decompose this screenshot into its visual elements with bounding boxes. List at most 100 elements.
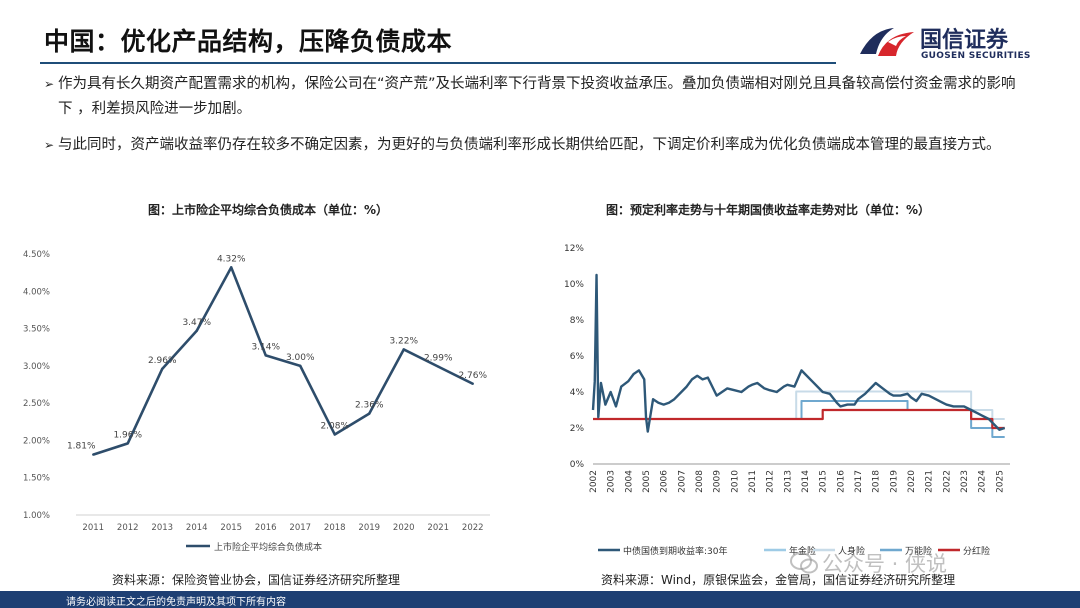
x-tick-label: 2025: [995, 470, 1005, 493]
liability-cost-chart: 1.00% 1.50% 2.00% 2.50% 3.00% 3.50% 4.00% 4.50%…: [23, 250, 490, 553]
y-tick-label: 3.00%: [23, 362, 50, 372]
x-tick-label: 2018: [324, 523, 346, 533]
x-tick-label: 2022: [462, 523, 484, 533]
data-point: [299, 364, 302, 368]
legend-label: 人身险: [838, 545, 865, 557]
x-tick-label: 2020: [393, 523, 415, 533]
title-divider: [40, 62, 836, 64]
y-tick-label: 1.50%: [23, 474, 50, 484]
logo-english-name: GUOSEN SECURITIES: [921, 51, 1031, 61]
data-point: [471, 382, 474, 385]
data-point: [126, 442, 129, 445]
data-label: 2.96%: [148, 356, 177, 366]
data-point: [333, 433, 336, 436]
legend-label: 万能险: [905, 545, 932, 557]
data-point: [161, 367, 164, 371]
data-label: 2.99%: [424, 354, 453, 364]
data-point: [230, 266, 233, 269]
y-tick-label: 10%: [564, 280, 584, 290]
data-point: [402, 348, 405, 351]
x-tick-label: 2010: [730, 470, 740, 493]
data-label: 1.96%: [113, 430, 142, 440]
x-tick-label: 2015: [819, 470, 829, 493]
x-tick-label: 2019: [358, 523, 380, 533]
series-line: [593, 390, 1005, 420]
y-tick-label: 0%: [570, 460, 585, 470]
x-tick-label: 2009: [713, 470, 723, 493]
bullet-item: ➢ 作为具有长久期资产配置需求的机构，保险公司在“资产荒”及长端利率下行背景下投…: [44, 72, 1018, 122]
x-tick-label: 2002: [589, 470, 599, 493]
x-tick-label: 2012: [766, 470, 776, 493]
x-tick-label: 2016: [255, 523, 277, 533]
data-point: [437, 365, 440, 368]
rate-comparison-chart: 0% 2% 4% 6% 8% 10% 12% 2002 2003 2004 2005 2006 2007…: [564, 244, 1010, 557]
x-tick-label: 2021: [427, 523, 449, 533]
x-tick-label: 2021: [925, 470, 935, 493]
data-label: 2.76%: [458, 371, 487, 381]
bullet-text: 作为具有长久期资产配置需求的机构，保险公司在“资产荒”及长端利率下行背景下投资收…: [58, 76, 1016, 117]
x-tick-label: 2014: [186, 523, 208, 533]
y-tick-label: 1.00%: [23, 511, 50, 521]
wechat-icon: [790, 552, 818, 574]
x-tick-label: 2013: [783, 470, 793, 493]
series-line: [92, 266, 474, 456]
data-label: 4.32%: [217, 254, 246, 264]
left-chart-source: 资料来源：保险资管业协会，国信证券经济研究所整理: [112, 573, 401, 587]
x-tick-label: 2017: [289, 523, 311, 533]
x-tick-label: 2024: [978, 470, 988, 493]
page-title: 中国：优化产品结构，压降负债成本: [44, 27, 453, 56]
footer-disclaimer: 请务必阅读正文之后的免责声明及其项下所有内容: [66, 597, 286, 608]
data-label: 3.14%: [251, 342, 280, 352]
x-tick-label: 2023: [960, 470, 970, 493]
bullet-item: ➢ 与此同时，资产端收益率仍存在较多不确定因素，为更好的与负债端利率形成长期供给…: [44, 133, 1018, 158]
y-tick-label: 2.00%: [23, 436, 50, 446]
x-tick-label: 2006: [660, 470, 670, 493]
x-tick-label: 2007: [677, 470, 687, 493]
x-tick-label: 2014: [801, 470, 811, 493]
y-tick-label: 4.50%: [23, 250, 50, 260]
series-line: [593, 408, 1005, 430]
x-tick-label: 2012: [117, 523, 139, 533]
data-label: 2.36%: [355, 401, 384, 411]
x-tick-label: 2018: [872, 470, 882, 493]
logo-chinese-name: 国信证券: [920, 28, 1009, 53]
y-tick-label: 12%: [564, 244, 584, 254]
company-logo: 国信证券 GUOSEN SECURITIES: [858, 20, 1058, 66]
legend-label: 上市险企平均综合负债成本: [214, 541, 322, 553]
left-chart-title: 图：上市险企平均综合负债成本（单位：%）: [148, 203, 389, 217]
y-tick-label: 3.50%: [23, 325, 50, 335]
x-tick-label: 2022: [942, 470, 952, 493]
y-tick-label: 2%: [570, 424, 585, 434]
data-point: [368, 412, 371, 415]
bullet-text: 与此同时，资产端收益率仍存在较多不确定因素，为更好的与负债端利率形成长期供给匹配…: [58, 137, 1001, 153]
data-point: [264, 354, 267, 357]
data-label: 3.00%: [286, 353, 315, 363]
x-tick-label: 2020: [907, 470, 917, 493]
x-tick-label: 2013: [151, 523, 173, 533]
data-label: 2.08%: [320, 421, 349, 431]
data-point: [195, 329, 198, 333]
x-tick-label: 2004: [624, 470, 634, 493]
x-tick-label: 2015: [220, 523, 242, 533]
y-tick-label: 6%: [570, 352, 585, 362]
right-chart-title: 图：预定利率走势与十年期国债收益率走势对比（单位：%）: [606, 203, 931, 217]
data-label: 1.81%: [67, 442, 96, 452]
series-line: [591, 273, 1006, 433]
data-label: 3.22%: [389, 336, 418, 346]
right-chart-source: 资料来源：Wind，原银保监会，金管局，国信证券经济研究所整理: [601, 573, 956, 587]
legend-label: 中债国债到期收益率:30年: [623, 545, 728, 557]
data-point: [92, 453, 95, 456]
watermark-text: 公众号 · 侠说: [822, 552, 948, 576]
x-tick-label: 2017: [854, 470, 864, 493]
x-tick-label: 2005: [642, 470, 652, 493]
y-tick-label: 2.50%: [23, 399, 50, 409]
footer-bar: 请务必阅读正文之后的免责声明及其项下所有内容: [0, 591, 1080, 608]
y-tick-label: 8%: [570, 316, 585, 326]
arrow-bullet-icon: ➢: [44, 138, 55, 152]
series-line: [593, 400, 1005, 429]
x-tick-label: 2003: [607, 470, 617, 493]
guosen-logo-icon: [860, 28, 914, 56]
legend-label: 分红险: [963, 545, 990, 557]
x-tick-label: 2019: [889, 470, 899, 493]
data-label: 3.47%: [182, 318, 211, 328]
